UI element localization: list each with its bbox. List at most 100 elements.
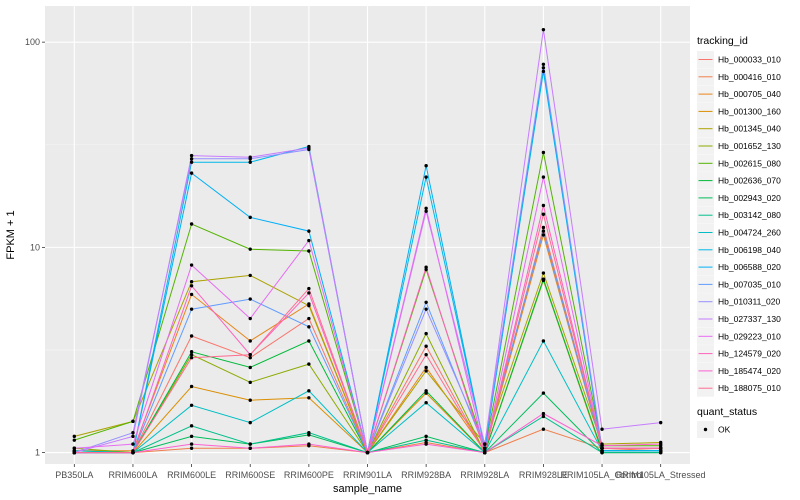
data-point — [189, 153, 194, 158]
data-point — [248, 316, 252, 321]
data-point — [424, 401, 428, 405]
data-point — [424, 442, 428, 446]
data-point — [541, 225, 546, 230]
legend-label: Hb_188075_010 — [718, 383, 781, 393]
data-point — [189, 157, 194, 161]
x-tick-label: PB350LA — [55, 470, 93, 480]
data-point — [72, 434, 77, 439]
data-point — [131, 431, 135, 435]
data-point — [248, 446, 252, 450]
data-point — [541, 150, 546, 155]
data-point — [248, 398, 252, 402]
y-tick-label: 10 — [30, 242, 40, 252]
data-point — [424, 352, 428, 357]
data-point — [248, 339, 252, 343]
data-point — [189, 434, 194, 439]
data-point — [600, 427, 604, 431]
data-point — [189, 263, 194, 267]
data-point — [131, 450, 135, 455]
data-point — [189, 284, 194, 288]
data-point — [424, 265, 428, 269]
x-tick-label: RRIM600PE — [284, 470, 334, 480]
data-point — [541, 411, 546, 416]
data-point — [541, 233, 546, 237]
data-point — [424, 206, 428, 211]
data-point — [72, 446, 77, 450]
data-point — [658, 446, 663, 450]
data-point — [307, 396, 311, 400]
legend-label: Hb_010311_020 — [718, 297, 781, 307]
data-point — [307, 238, 311, 243]
data-point — [189, 292, 194, 297]
data-point — [424, 175, 428, 179]
data-point — [424, 344, 428, 348]
data-point — [131, 442, 135, 446]
data-point — [541, 277, 546, 281]
data-point — [131, 434, 135, 439]
data-point — [189, 171, 194, 175]
legend-label: Hb_000416_010 — [718, 72, 781, 82]
data-point — [600, 444, 604, 448]
x-tick-label: RRIM928BA — [401, 470, 451, 480]
data-point — [424, 307, 428, 311]
data-point — [541, 69, 546, 74]
data-point — [189, 403, 194, 408]
data-point — [541, 212, 546, 216]
legend-label: Hb_001345_040 — [718, 124, 781, 134]
data-point — [424, 164, 428, 168]
legend-label: Hb_006588_020 — [718, 262, 781, 272]
legend-label: Hb_001300_160 — [718, 106, 781, 116]
data-point — [307, 442, 311, 446]
data-point — [131, 419, 135, 424]
data-point — [424, 365, 428, 370]
data-point — [189, 356, 194, 360]
data-point — [248, 160, 252, 164]
data-point — [424, 438, 428, 442]
data-point — [541, 175, 546, 179]
legend-label: Hb_001652_130 — [718, 141, 781, 151]
data-point — [541, 271, 546, 275]
data-point — [483, 442, 487, 446]
data-point — [72, 450, 77, 455]
legend-label: Hb_007035_010 — [718, 279, 781, 289]
data-point — [248, 356, 252, 360]
data-point — [658, 442, 663, 446]
data-point — [307, 339, 311, 343]
data-point — [600, 449, 604, 453]
data-point — [424, 209, 428, 213]
data-point — [658, 420, 663, 425]
data-point — [248, 420, 252, 425]
data-point — [307, 325, 311, 329]
y-axis-title: FPKM + 1 — [5, 210, 17, 259]
legend2-title: quant_status — [697, 406, 757, 418]
legend-label: Hb_000705_040 — [718, 89, 781, 99]
data-point — [307, 316, 311, 321]
data-point — [72, 438, 77, 442]
legend-label: Hb_004724_260 — [718, 228, 781, 238]
x-tick-label: RRIM600LA — [108, 470, 157, 480]
data-point — [424, 369, 428, 373]
x-tick-label: RRIM901LA — [343, 470, 392, 480]
data-point — [248, 297, 252, 301]
data-point — [248, 380, 252, 385]
data-point — [541, 427, 546, 431]
x-tick-label: RRIM105LA_Stressed — [616, 470, 706, 480]
legend-label: Hb_002636_070 — [718, 176, 781, 186]
legend-label: Hb_185474_020 — [718, 366, 781, 376]
data-point — [189, 350, 194, 354]
data-point — [248, 352, 252, 357]
data-point — [189, 384, 194, 389]
data-point — [189, 442, 194, 446]
data-point — [307, 291, 311, 295]
data-point — [541, 229, 546, 233]
data-point — [600, 446, 604, 450]
data-point — [189, 446, 194, 450]
data-point — [307, 431, 311, 435]
y-tick-label: 100 — [25, 37, 40, 47]
data-point — [307, 146, 311, 150]
data-point — [424, 300, 428, 304]
data-point — [248, 215, 252, 220]
x-axis-title: sample_name — [333, 483, 402, 495]
x-tick-label: RRIM600SE — [225, 470, 275, 480]
